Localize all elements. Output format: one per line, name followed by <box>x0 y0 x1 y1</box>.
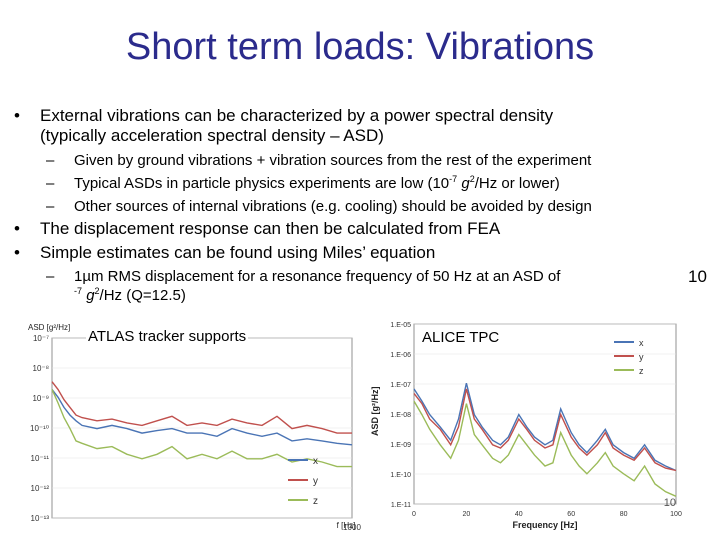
sub-bullet-2: – Typical ASDs in particle physics exper… <box>0 174 720 193</box>
bullet-1: • External vibrations can be characteriz… <box>0 106 720 146</box>
legend-label-z: z <box>313 496 318 507</box>
bullet-marker: • <box>14 106 20 125</box>
dash-marker: – <box>46 268 55 285</box>
alice-chart-label: ALICE TPC <box>420 329 502 346</box>
x-tick-label: 0 <box>412 511 416 518</box>
bullet-2-text: The displacement response can then be ca… <box>40 219 501 238</box>
exponent: -7 <box>449 174 458 184</box>
bullet-2: • The displacement response can then be … <box>0 219 720 241</box>
alice-asd-chart: 1.E-05 1.E-06 1.E-07 1.E-08 1.E-09 1.E-10 1.E-… <box>368 316 688 530</box>
sub-bullet-3: – Other sources of internal vibrations (… <box>0 197 720 216</box>
y-tick-label: 10⁻¹³ <box>31 514 50 523</box>
y-tick-label: 10⁻⁹ <box>32 394 49 403</box>
y-tick-label: 10⁻⁷ <box>33 334 49 343</box>
bullet-marker: • <box>14 219 20 238</box>
x-tick-label: 1000 <box>343 523 361 530</box>
y-tick-label: 1.E-05 <box>390 322 411 329</box>
series-line-z <box>51 389 352 468</box>
x-tick-label: 80 <box>620 511 628 518</box>
x-tick-label: 20 <box>463 511 471 518</box>
y-axis-label: ASD [g²/Hz] <box>370 387 380 437</box>
bullet-1-line-2: (typically acceleration spectral density… <box>40 126 384 145</box>
sub-bullet-4-part-b: /Hz (Q=12.5) <box>99 287 186 304</box>
dash-marker: – <box>46 175 55 192</box>
y-tick-label: 1.E-10 <box>390 472 411 479</box>
legend-label-y: y <box>639 352 644 362</box>
series-line-y <box>51 381 352 434</box>
bullet-3: • Simple estimates can be found using Mi… <box>0 243 720 265</box>
y-tick-label: 10⁻⁸ <box>33 364 50 373</box>
y-tick-label: 10⁻¹² <box>31 484 50 493</box>
y-tick-label: 1.E-06 <box>390 352 411 359</box>
sub-bullet-2-part-a: Typical ASDs in particle physics experim… <box>74 175 450 192</box>
g-symbol: g <box>86 287 95 304</box>
series-line-x <box>51 388 353 446</box>
legend-label-y: y <box>313 476 318 487</box>
sub-bullet-2-part-b: /Hz or lower) <box>474 175 560 192</box>
y-tick-label: 1.E-09 <box>390 442 411 449</box>
x-tick-label: 60 <box>567 511 575 518</box>
alice-asd-plot: 1.E-05 1.E-06 1.E-07 1.E-08 1.E-09 1.E-10 1.E-… <box>370 322 682 530</box>
sub-bullet-1: – Given by ground vibrations + vibration… <box>0 151 720 170</box>
sub-bullet-4-ten: 10 <box>688 267 707 286</box>
bullet-3-text: Simple estimates can be found using Mile… <box>40 243 436 262</box>
series-line-y <box>413 388 677 472</box>
atlas-chart-label: ATLAS tracker supports <box>86 328 249 345</box>
x-tick-label: 40 <box>515 511 523 518</box>
legend-label-x: x <box>313 456 318 467</box>
y-tick-label: 1.E-07 <box>390 382 411 389</box>
sub-bullet-3-text: Other sources of internal vibrations (e.… <box>74 198 592 215</box>
dash-marker: – <box>46 198 55 215</box>
atlas-asd-chart: 10⁻⁷ 10⁻⁸ 10⁻⁹ 10⁻¹⁰ 10⁻¹¹ 10⁻¹² 10⁻¹³ 1000 ASD … <box>26 318 362 530</box>
page-number: 10 <box>663 497 676 509</box>
exponent: -7 <box>74 286 83 296</box>
g-symbol: g <box>461 175 470 192</box>
sub-bullet-2-text: Typical ASDs in particle physics experim… <box>74 174 560 193</box>
x-axis-label: f [Hz] <box>337 521 356 530</box>
exponent: 2 <box>94 286 100 296</box>
legend-label-x: x <box>639 338 644 348</box>
y-tick-label: 10⁻¹¹ <box>31 454 50 463</box>
sub-bullet-4-line-2: -7 g2/Hz (Q=12.5) <box>74 286 186 305</box>
exponent: 2 <box>469 174 475 184</box>
series-line-z <box>413 400 677 497</box>
y-tick-label: 1.E-11 <box>391 502 411 509</box>
sub-bullet-1-text: Given by ground vibrations + vibration s… <box>74 152 592 169</box>
atlas-asd-plot: 10⁻⁷ 10⁻⁸ 10⁻⁹ 10⁻¹⁰ 10⁻¹¹ 10⁻¹² 10⁻¹³ 1000 ASD … <box>28 323 361 530</box>
series-line-x <box>413 383 677 472</box>
x-tick-label: 100 <box>670 511 682 518</box>
legend-label-z: z <box>639 366 644 376</box>
bullet-marker: • <box>14 243 20 262</box>
sub-bullet-4: – 1µm RMS displacement for a resonance f… <box>0 267 720 307</box>
slide-title: Short term loads: Vibrations <box>125 26 595 68</box>
y-axis-label: ASD [g²/Hz] <box>28 323 70 332</box>
y-tick-label: 10⁻¹⁰ <box>30 424 49 433</box>
bullet-1-line-1: External vibrations can be characterized… <box>40 106 554 125</box>
y-tick-label: 1.E-08 <box>390 412 411 419</box>
x-axis-label: Frequency [Hz] <box>512 520 577 530</box>
dash-marker: – <box>46 152 55 169</box>
sub-bullet-4-line-1: 1µm RMS displacement for a resonance fre… <box>74 268 561 285</box>
